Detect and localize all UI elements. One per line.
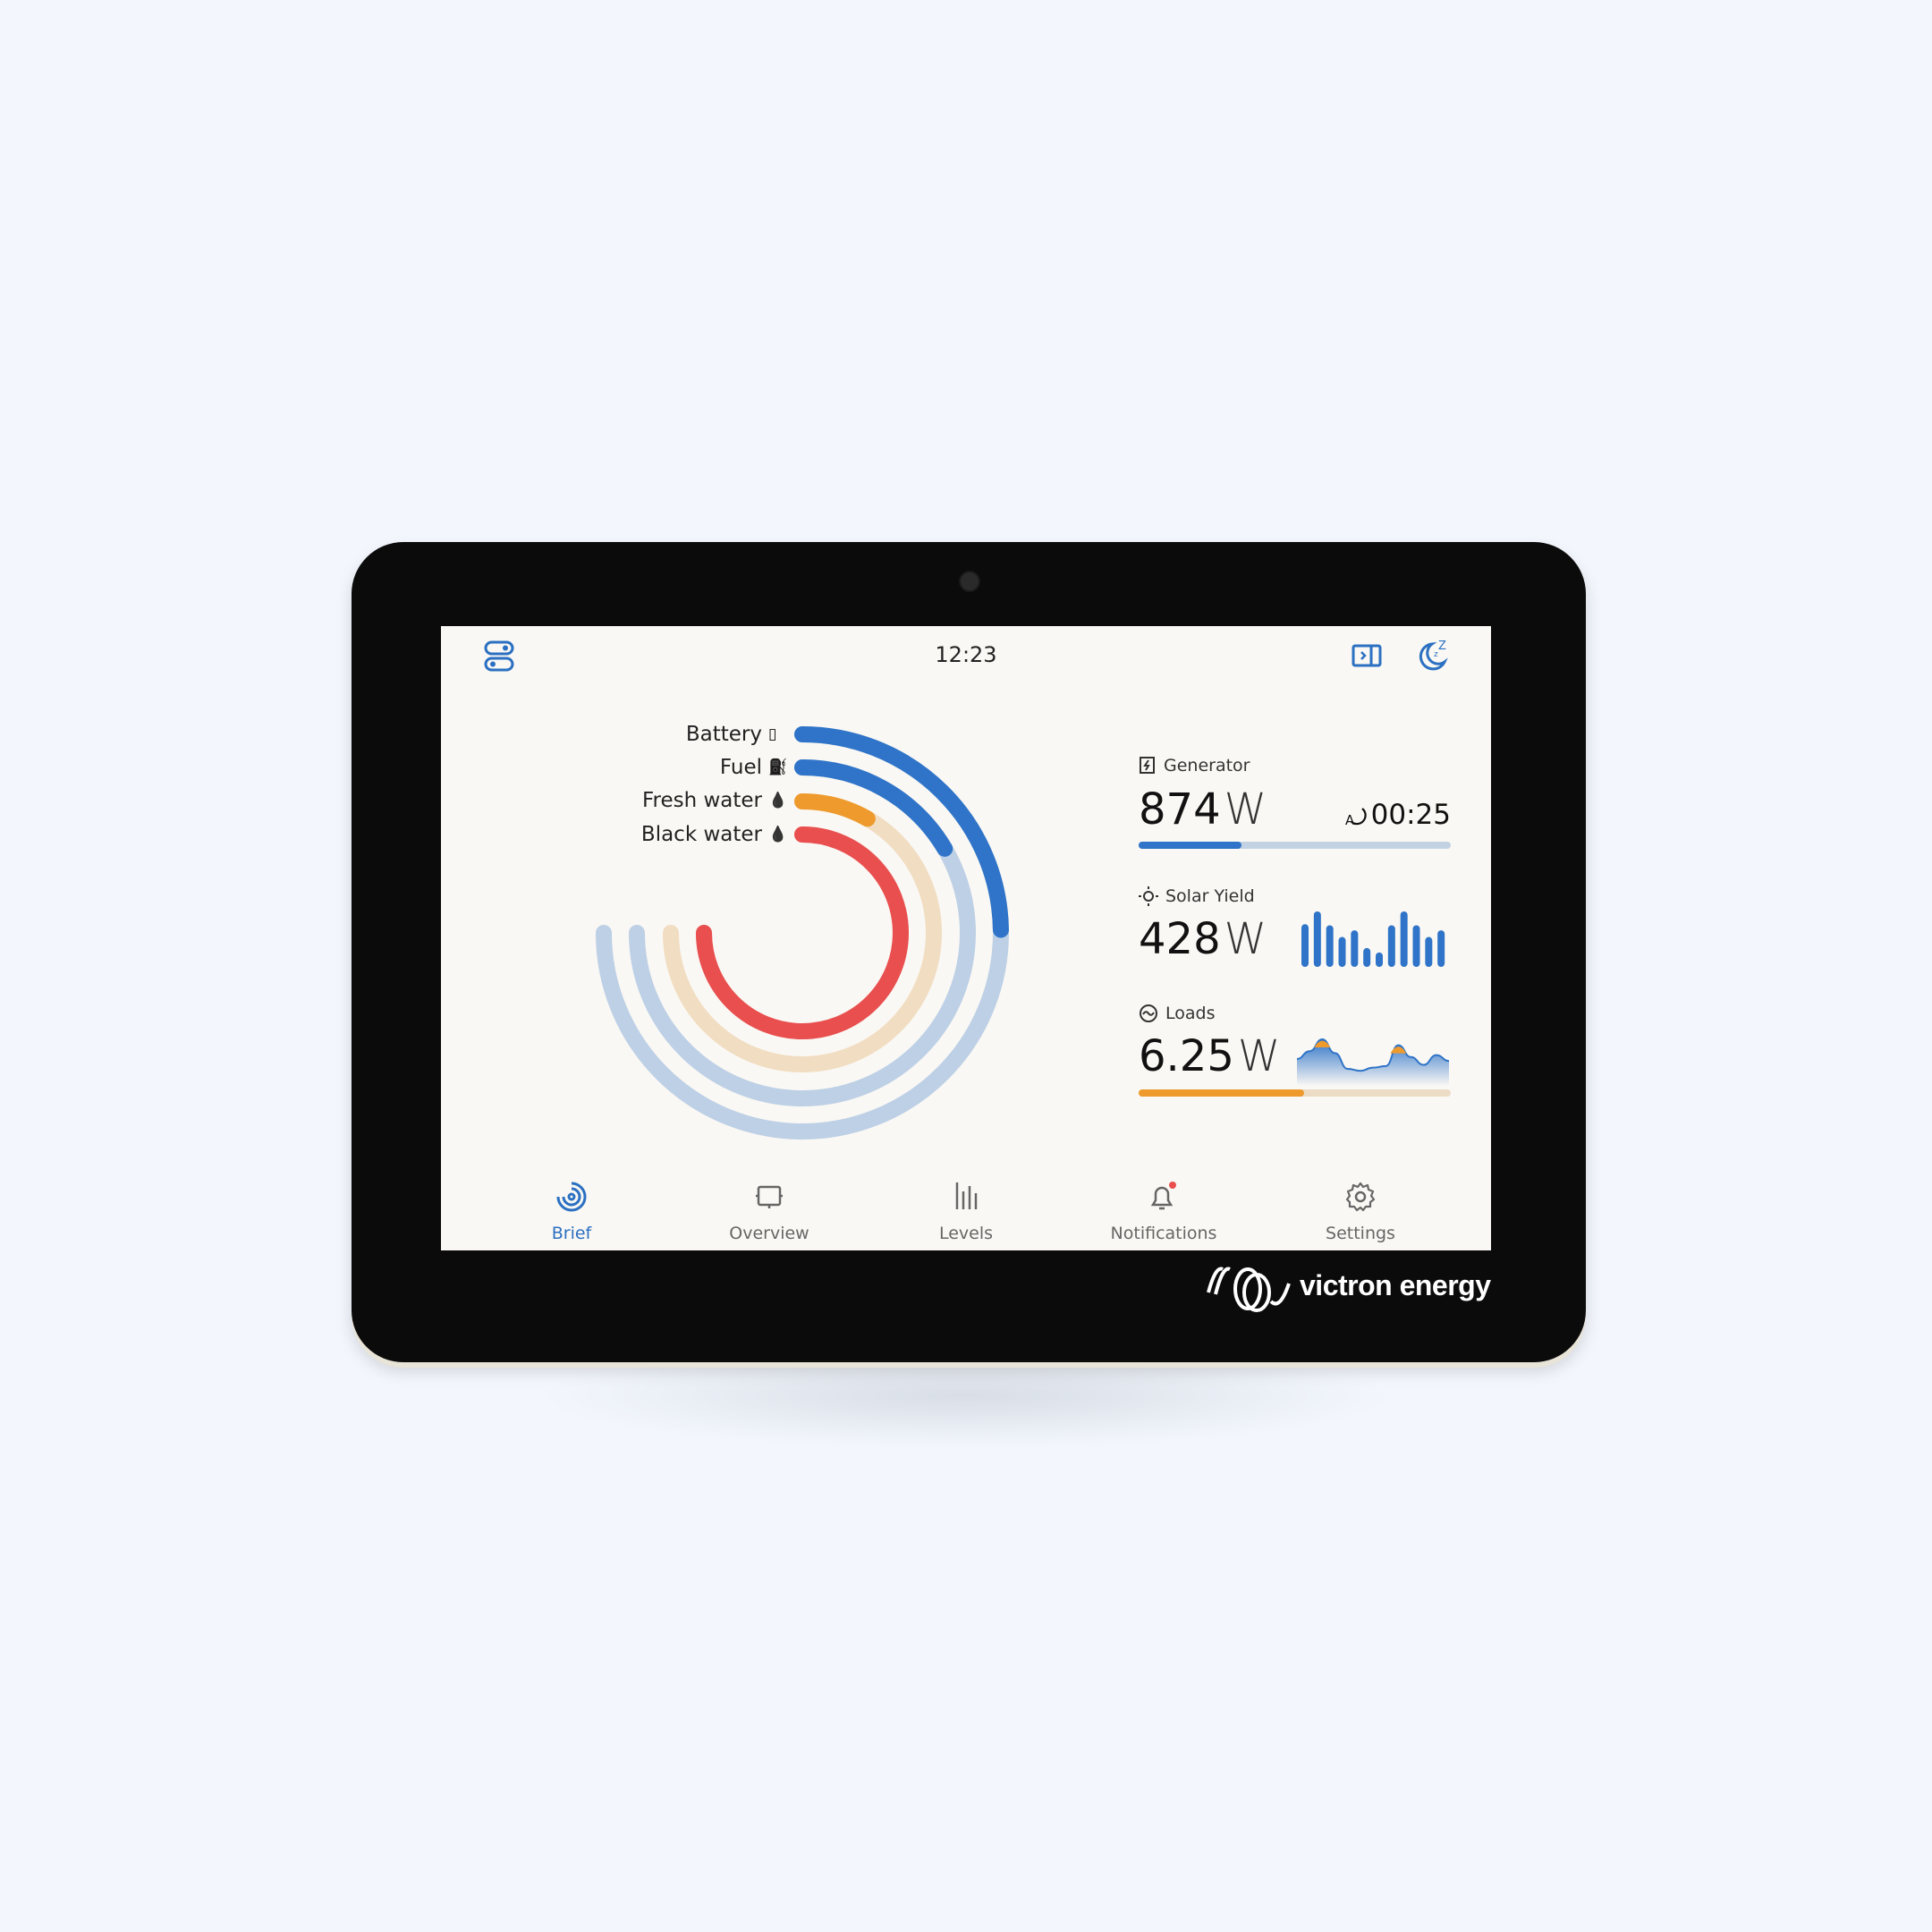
nav-label: Brief [551, 1224, 592, 1243]
solar-bar [1338, 936, 1346, 967]
nav-label: Overview [729, 1224, 809, 1243]
generator-label: Generator [1139, 756, 1250, 775]
solar-bar [1400, 911, 1408, 967]
sidepanel-icon[interactable] [1352, 644, 1382, 669]
brief-icon [556, 1182, 587, 1212]
battery-icon: ▯ [768, 725, 777, 743]
solar-power: 428W [1139, 914, 1267, 964]
solar-bar [1326, 925, 1334, 967]
loads-line [1297, 1038, 1450, 1072]
loads-bar-fill [1139, 1089, 1304, 1097]
level-arc-black-water [696, 826, 909, 1039]
notification-badge [1169, 1182, 1176, 1189]
solar-bar [1376, 952, 1383, 967]
loads-area-chart [1297, 1038, 1450, 1086]
brand-name: victron energy [1300, 1268, 1491, 1301]
loads-label: Loads [1139, 1004, 1215, 1023]
generator-icon [1140, 757, 1155, 774]
loads-bar [1139, 1089, 1451, 1097]
solar-bar [1425, 936, 1433, 967]
autostart-icon: A [1345, 808, 1367, 826]
generator-runtime: A 00:25 [1344, 799, 1451, 831]
fuel-icon: ⛽ [768, 758, 788, 776]
generator-power: 874W [1139, 784, 1267, 835]
nav-levels[interactable]: Levels [886, 1181, 1046, 1243]
screen: 12:23 Z z Battery ▯ Fuel ⛽ Fresh water 💧 Black… [441, 626, 1491, 1250]
toggles-icon[interactable] [484, 640, 514, 673]
water-drop-icon: 💧 [768, 792, 788, 809]
victron-logo-mark [1207, 1267, 1291, 1312]
solar-bar-chart [1301, 911, 1445, 967]
loads-power: 6.25W [1139, 1031, 1281, 1081]
level-label: Battery [685, 723, 762, 746]
svg-text:A: A [1345, 812, 1355, 826]
level-label: Black water [640, 823, 762, 846]
clock: 12:23 [935, 642, 997, 667]
level-arc-battery [794, 726, 1009, 938]
overview-icon [756, 1185, 783, 1208]
level-label: Fresh water [641, 789, 762, 812]
solar-bar [1387, 925, 1395, 967]
black-water-drop-icon: 💧 [768, 826, 788, 843]
solar-label: Solar Yield [1139, 886, 1255, 906]
solar-bar [1412, 925, 1420, 967]
generator-bar [1139, 842, 1451, 849]
nav-label: Settings [1326, 1224, 1395, 1243]
generator-bar-fill [1139, 842, 1242, 849]
solar-bar [1363, 947, 1371, 967]
gear-icon [1345, 1182, 1376, 1212]
levels-icon [955, 1182, 978, 1209]
solar-bar [1301, 924, 1309, 967]
svg-text:Z: Z [1438, 640, 1446, 653]
levels-ring-chart [596, 726, 1009, 1140]
sun-icon [1139, 886, 1158, 906]
camera [959, 571, 980, 592]
nav-label: Levels [938, 1224, 994, 1243]
solar-title: Solar Yield [1165, 886, 1255, 906]
generator-title: Generator [1164, 756, 1250, 775]
loads-peak [1390, 1046, 1407, 1054]
level-arc-fresh-water [794, 793, 876, 827]
loads-title: Loads [1165, 1004, 1216, 1023]
nav-settings[interactable]: Settings [1280, 1181, 1441, 1243]
nav-label: Notifications [1110, 1224, 1217, 1243]
ac-loads-icon [1140, 1004, 1157, 1022]
nav-brief[interactable]: Brief [491, 1181, 652, 1243]
nav-notifications[interactable]: Notifications [1083, 1181, 1244, 1243]
victron-logo: victron energy [1203, 1257, 1491, 1314]
nav-overview[interactable]: Overview [689, 1181, 850, 1243]
sleep-moon-icon[interactable]: Z z [1416, 637, 1452, 673]
solar-bar [1437, 930, 1445, 967]
level-arc-fuel [794, 759, 953, 857]
solar-bar [1313, 911, 1321, 967]
loads-area [1297, 1039, 1449, 1086]
loads-peak [1314, 1040, 1331, 1047]
bell-icon [1150, 1182, 1176, 1210]
runtime-value: 00:25 [1370, 799, 1451, 831]
svg-text:z: z [1434, 650, 1438, 659]
level-label: Fuel [719, 756, 762, 779]
solar-bar [1351, 930, 1359, 967]
level-track [663, 793, 942, 1072]
